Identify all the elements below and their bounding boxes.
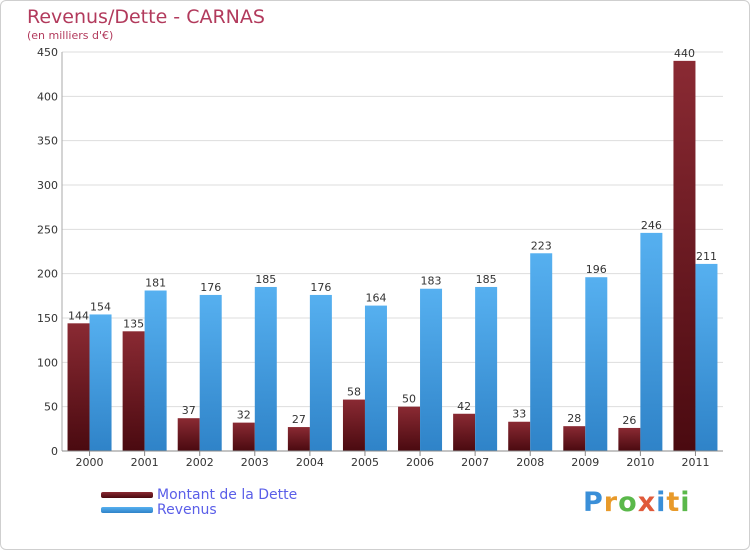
data-label-revenue-2005: 164 xyxy=(365,292,386,305)
data-label-revenue-2000: 154 xyxy=(90,300,111,313)
logo-letter: t xyxy=(666,487,681,518)
x-tick-label-2006: 2006 xyxy=(406,456,434,469)
bar-debt-2003 xyxy=(232,422,255,451)
y-tick-label: 450 xyxy=(37,46,58,59)
data-label-revenue-2011: 211 xyxy=(696,250,717,263)
data-label-debt-2011: 440 xyxy=(674,47,695,60)
bar-revenue-2001 xyxy=(144,290,167,451)
logo-letter: o xyxy=(618,487,638,518)
bar-debt-2007 xyxy=(453,413,476,451)
bar-revenue-2010 xyxy=(640,232,663,451)
logo-letter: i xyxy=(656,487,667,518)
chart-legend: Montant de la Dette Revenus xyxy=(101,486,298,518)
y-tick-label: 100 xyxy=(37,356,58,369)
data-label-debt-2004: 27 xyxy=(292,413,306,426)
bar-revenue-2004 xyxy=(309,294,332,451)
legend-label-revenue: Revenus xyxy=(157,501,217,518)
data-label-debt-2010: 26 xyxy=(622,414,636,427)
data-label-debt-2003: 32 xyxy=(237,409,251,422)
logo-letter: P xyxy=(583,487,604,518)
bar-revenue-2003 xyxy=(254,286,277,451)
proxiti-logo: Proxiti xyxy=(583,487,691,518)
chart-subtitle: (en milliers d'€) xyxy=(27,29,114,42)
data-label-debt-2002: 37 xyxy=(182,404,196,417)
y-tick-label: 150 xyxy=(37,312,58,325)
data-label-revenue-2010: 246 xyxy=(641,219,662,232)
x-tick-label-2003: 2003 xyxy=(241,456,269,469)
legend-item-debt: Montant de la Dette xyxy=(101,486,298,503)
bar-revenue-2007 xyxy=(475,286,498,451)
x-tick-label-2000: 2000 xyxy=(76,456,104,469)
data-label-debt-2008: 33 xyxy=(512,408,526,421)
bar-debt-2001 xyxy=(122,331,145,451)
legend-item-revenue: Revenus xyxy=(101,501,297,518)
bar-revenue-2005 xyxy=(364,305,387,451)
data-label-debt-2001: 135 xyxy=(123,317,144,330)
x-tick-label-2009: 2009 xyxy=(571,456,599,469)
bar-revenue-2009 xyxy=(585,277,608,451)
chart-title: Revenus/Dette - CARNAS xyxy=(27,6,265,28)
y-tick-label: 400 xyxy=(37,90,58,103)
legend-swatch-debt xyxy=(101,491,153,498)
x-tick-label-2001: 2001 xyxy=(131,456,159,469)
logo-letter: r xyxy=(603,487,619,518)
data-label-revenue-2004: 176 xyxy=(310,281,331,294)
bar-debt-2004 xyxy=(287,427,310,451)
y-tick-label: 200 xyxy=(37,268,58,281)
y-tick-label: 0 xyxy=(51,445,58,458)
bar-revenue-2011 xyxy=(695,263,718,451)
y-tick-label: 350 xyxy=(37,135,58,148)
data-label-revenue-2002: 176 xyxy=(200,281,221,294)
bar-debt-2011 xyxy=(673,60,696,451)
bar-debt-2009 xyxy=(563,426,586,451)
bar-revenue-2006 xyxy=(420,288,443,451)
data-label-revenue-2003: 185 xyxy=(255,273,276,286)
bar-debt-2010 xyxy=(618,427,641,451)
bar-debt-2000 xyxy=(67,323,90,451)
bar-revenue-2002 xyxy=(199,294,222,451)
data-label-revenue-2009: 196 xyxy=(586,263,607,276)
bar-debt-2005 xyxy=(342,399,365,451)
x-tick-label-2004: 2004 xyxy=(296,456,324,469)
data-label-debt-2009: 28 xyxy=(567,412,581,425)
x-tick-label-2005: 2005 xyxy=(351,456,379,469)
x-tick-label-2008: 2008 xyxy=(516,456,544,469)
x-tick-label-2010: 2010 xyxy=(626,456,654,469)
bar-debt-2002 xyxy=(177,418,200,451)
y-tick-label: 250 xyxy=(37,223,58,236)
data-label-revenue-2007: 185 xyxy=(476,273,497,286)
bar-debt-2006 xyxy=(398,406,421,451)
data-label-revenue-2006: 183 xyxy=(421,275,442,288)
x-tick-label-2007: 2007 xyxy=(461,456,489,469)
data-label-revenue-2001: 181 xyxy=(145,277,166,290)
legend-swatch-revenue xyxy=(101,506,153,513)
y-tick-label: 300 xyxy=(37,179,58,192)
y-tick-label: 50 xyxy=(44,401,58,414)
data-label-revenue-2008: 223 xyxy=(531,239,552,252)
data-label-debt-2006: 50 xyxy=(402,393,416,406)
data-label-debt-2005: 58 xyxy=(347,386,361,399)
bar-debt-2008 xyxy=(508,421,531,451)
bar-revenue-2000 xyxy=(89,314,112,451)
x-tick-label-2002: 2002 xyxy=(186,456,214,469)
data-label-debt-2007: 42 xyxy=(457,400,471,413)
data-label-debt-2000: 144 xyxy=(68,309,89,322)
logo-letter: i xyxy=(680,487,691,518)
legend-label-debt: Montant de la Dette xyxy=(157,486,298,503)
logo-letter: x xyxy=(637,487,657,518)
x-tick-label-2011: 2011 xyxy=(681,456,709,469)
bar-revenue-2008 xyxy=(530,253,553,451)
